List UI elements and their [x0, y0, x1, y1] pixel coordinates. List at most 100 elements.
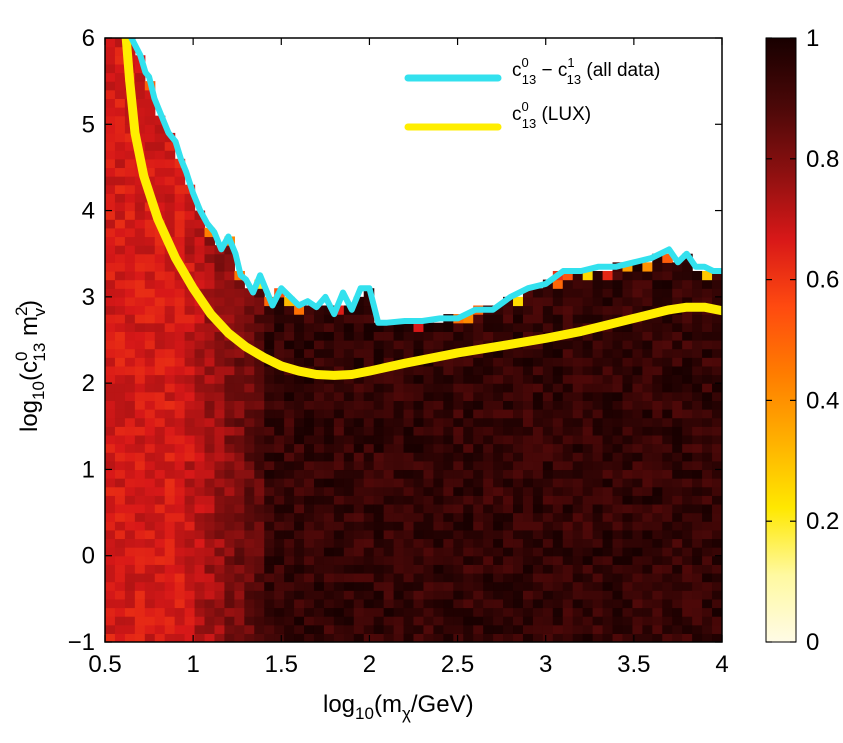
heatmap-cell — [503, 607, 514, 617]
heatmap-cell — [453, 478, 464, 488]
heatmap-cell — [642, 331, 653, 341]
heatmap-cell — [105, 572, 116, 583]
heatmap-cell — [105, 314, 116, 324]
heatmap-cell — [592, 495, 604, 505]
heatmap-cell — [582, 383, 594, 393]
heatmap-cell — [393, 598, 405, 609]
y-tick-label: 1 — [82, 456, 95, 483]
heatmap-cell — [313, 512, 325, 522]
heatmap-cell — [105, 409, 116, 419]
heatmap-cell — [194, 598, 206, 609]
heatmap-cell — [483, 331, 494, 341]
heatmap-cell — [184, 409, 196, 419]
heatmap-cell — [234, 564, 245, 574]
heatmap-cell — [503, 581, 514, 591]
heatmap-cell — [105, 460, 116, 471]
heatmap-cell — [463, 572, 474, 583]
heatmap-cell — [702, 365, 713, 376]
heatmap-cell — [632, 598, 643, 609]
heatmap-cell — [592, 564, 604, 574]
heatmap-cell — [114, 305, 126, 315]
heatmap-cell — [313, 340, 325, 350]
heatmap-cell — [522, 590, 534, 600]
heatmap-cell — [204, 434, 216, 445]
heatmap-cell — [453, 590, 464, 600]
heatmap-cell — [154, 167, 166, 177]
heatmap-cell — [652, 314, 663, 324]
heatmap-cell — [204, 529, 216, 540]
heatmap-cell — [244, 391, 255, 401]
heatmap-cell — [184, 253, 196, 263]
heatmap-cell — [105, 452, 116, 462]
heatmap-cell — [323, 478, 335, 488]
heatmap-cell — [284, 383, 295, 393]
heatmap-cell — [274, 590, 285, 600]
colorbar-ticks: 00.20.40.60.81 — [766, 25, 839, 656]
heatmap-cell — [552, 564, 564, 574]
heatmap-cell — [413, 486, 425, 496]
heatmap-cell — [373, 590, 385, 600]
heatmap-cell — [592, 383, 604, 393]
heatmap-cell — [164, 314, 176, 324]
heatmap-cell — [602, 417, 614, 427]
heatmap-cell — [473, 426, 484, 436]
heatmap-cell — [114, 245, 126, 255]
heatmap-cell — [244, 383, 255, 393]
heatmap-cell — [353, 478, 365, 488]
heatmap-cell — [313, 357, 325, 367]
heatmap-cell — [294, 331, 305, 341]
heatmap-cell — [702, 616, 713, 626]
heatmap-cell — [304, 616, 315, 626]
heatmap-cell — [313, 460, 325, 471]
heatmap-cell — [353, 598, 365, 609]
heatmap-cell — [522, 495, 534, 505]
heatmap-cell — [413, 529, 425, 540]
heatmap-cell — [632, 624, 643, 634]
heatmap-cell — [612, 400, 624, 410]
heatmap-cell — [134, 443, 146, 453]
heatmap-cell — [353, 331, 365, 341]
heatmap-cell — [572, 469, 584, 479]
heatmap-cell — [194, 469, 206, 479]
heatmap-cell — [184, 227, 196, 238]
heatmap-cell — [473, 365, 484, 376]
heatmap-cell — [602, 279, 614, 289]
heatmap-cell — [622, 547, 634, 557]
heatmap-cell — [652, 340, 663, 350]
heatmap-cell — [294, 529, 305, 540]
heatmap-cell — [532, 512, 544, 522]
heatmap-cell — [144, 572, 156, 583]
heatmap-cell — [642, 486, 653, 496]
heatmap-cell — [702, 331, 713, 341]
heatmap-cell — [154, 314, 166, 324]
heatmap-cell — [532, 495, 544, 505]
heatmap-cell — [304, 624, 315, 634]
heatmap-cell — [672, 529, 683, 540]
heatmap-cell — [353, 348, 365, 358]
heatmap-cell — [105, 383, 116, 393]
heatmap-cell — [134, 374, 146, 384]
heatmap-cell — [144, 365, 156, 376]
heatmap-cell — [682, 374, 693, 384]
heatmap-cell — [234, 495, 245, 505]
heatmap-cell — [513, 478, 524, 488]
heatmap-cell — [712, 607, 722, 617]
heatmap-cell — [353, 590, 365, 600]
heatmap-cell — [194, 322, 206, 332]
heatmap-cell — [144, 305, 156, 315]
heatmap-cell — [184, 633, 196, 642]
heatmap-cell — [343, 331, 355, 341]
heatmap-cell — [343, 633, 355, 642]
heatmap-cell — [483, 383, 494, 393]
heatmap-cell — [542, 305, 554, 315]
heatmap-cell — [702, 322, 713, 332]
heatmap-cell — [204, 478, 216, 488]
heatmap-cell — [632, 633, 643, 642]
heatmap-cell — [134, 340, 146, 350]
heatmap-cell — [562, 383, 574, 393]
heatmap-cell — [114, 89, 126, 99]
heatmap-cell — [343, 581, 355, 591]
heatmap-cell — [552, 607, 564, 617]
heatmap-cell — [423, 452, 434, 462]
heatmap-cell — [194, 564, 206, 574]
